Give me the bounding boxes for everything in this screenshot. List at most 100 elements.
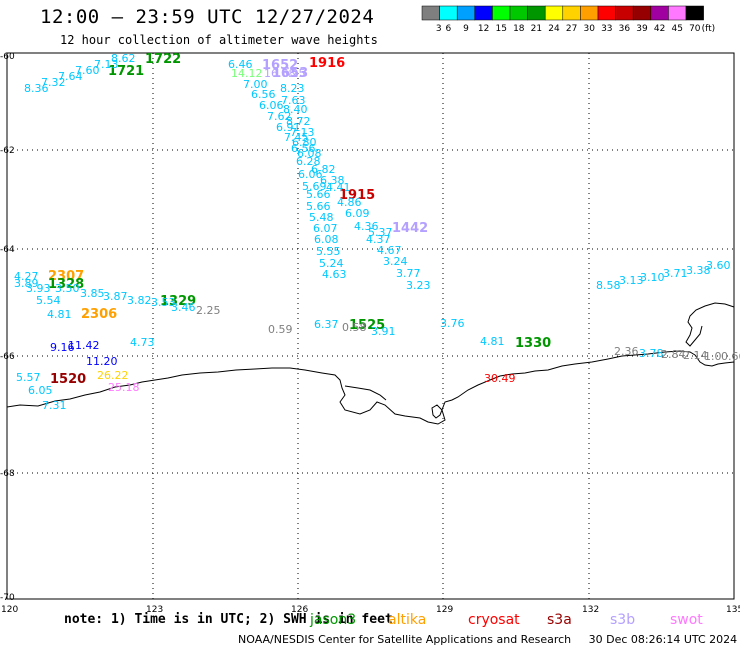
track-time-label: 1520 <box>50 372 86 387</box>
track-time-label: 1329 <box>160 294 196 309</box>
lat-tick-label: -64 <box>0 245 15 255</box>
wave-height-label: 3.60 <box>706 259 731 272</box>
colorbar-label: 30 <box>583 24 595 34</box>
wave-height-label: 4.73 <box>130 336 155 349</box>
lat-tick-label: -62 <box>0 146 15 156</box>
wave-height-label: 3.24 <box>383 255 408 268</box>
wave-height-label: 5.55 <box>316 245 341 258</box>
lat-tick-label: -68 <box>0 469 15 479</box>
wave-height-label: 8.58 <box>596 279 621 292</box>
credit-timestamp: 30 Dec 08:26:14 UTC 2024 <box>588 633 738 646</box>
wave-height-label: 3.87 <box>103 290 128 303</box>
lon-tick-label: 135 <box>726 605 740 615</box>
colorbar-swatch-24 <box>544 5 564 21</box>
wave-height-label: 2.14 <box>683 349 708 362</box>
longitude-labels: 120 123 126 129 132 135 <box>1 605 740 615</box>
wave-height-label: 8.36 <box>24 82 49 95</box>
wave-height-label: 3.76 <box>440 317 465 330</box>
lat-tick-label: -66 <box>0 352 15 362</box>
wave-height-label: 6.08 <box>297 147 322 160</box>
wave-height-label: 7.31 <box>42 399 67 412</box>
wave-height-label: 3.38 <box>686 264 711 277</box>
colorbar-swatch-45 <box>668 5 687 21</box>
wave-height-label: 8.72 <box>286 115 311 128</box>
wave-height-label: 4.86 <box>337 196 362 209</box>
wave-height-label: 8.23 <box>280 82 305 95</box>
wave-height-label: 7.64 <box>58 70 83 83</box>
wave-height-label: 3.93 <box>26 282 51 295</box>
wave-height-label: 3.91 <box>371 325 396 338</box>
wave-height-label: 6.82 <box>311 163 336 176</box>
map-title: 12:00 – 23:59 UTC 12/27/2024 <box>40 6 375 28</box>
colorbar-label: 9 <box>463 24 469 34</box>
lat-lon-grid <box>7 53 734 599</box>
wave-height-label: 7.32 <box>41 76 66 89</box>
wave-height-label: 5.69 <box>302 180 327 193</box>
wave-height-label: 16.68 <box>264 67 296 80</box>
wave-height-label: 5.37 <box>368 226 393 239</box>
satellite-legend-cryosat: cryosat <box>468 612 520 628</box>
colorbar-swatch-3 <box>421 5 440 21</box>
colorbar-swatch-39 <box>632 5 652 21</box>
track-time-label: 1525 <box>349 318 385 333</box>
wave-height-label: 3.82 <box>127 294 152 307</box>
colorbar-swatch-12 <box>474 5 493 21</box>
wave-height-label: 6.28 <box>296 155 321 168</box>
wave-height-label: 6.46 <box>228 58 253 71</box>
colorbar-label: 12 <box>478 24 489 34</box>
satellite-legend-altika: altika <box>388 612 427 628</box>
wave-height-label: 5.57 <box>16 371 41 384</box>
wave-height-label: 3.85 <box>80 287 105 300</box>
antarctic-coastline-east <box>685 302 735 347</box>
satellite-legend-s3b: s3b <box>610 612 636 628</box>
wave-height-label: 3.71 <box>663 267 688 280</box>
wave-height-label: 0.59 <box>268 323 293 336</box>
wave-height-label: 9.16 <box>50 341 75 354</box>
colorbar-label: 3 <box>436 24 442 34</box>
wave-height-label: 6.06 <box>259 99 284 112</box>
wave-height-label: 16.25 <box>274 67 306 80</box>
lon-tick-label: 120 <box>1 605 18 615</box>
wave-height-label: 5.24 <box>319 257 344 270</box>
wave-height-label: 7.13 <box>290 126 315 139</box>
wave-height-label: 6.56 <box>251 88 276 101</box>
wave-height-label: 1.0 <box>704 350 722 363</box>
wave-height-label: 3.89 <box>14 277 39 290</box>
wave-height-label: 2.36 <box>614 345 639 358</box>
wave-height-label: 6.38 <box>320 174 345 187</box>
colorbar-label: 33 <box>601 24 612 34</box>
track-time-label: 1653 <box>272 66 308 81</box>
wave-height-label: 2.84 <box>661 348 686 361</box>
wave-height-label: 6.06 <box>298 168 323 181</box>
wave-height-label: 11.42 <box>68 339 100 352</box>
wave-height-label: 6.07 <box>313 222 338 235</box>
shelf-edge <box>344 385 387 401</box>
wave-height-label: 8.40 <box>283 103 308 116</box>
track-time-label: 1652 <box>262 58 298 73</box>
track-time-label: 1330 <box>515 336 551 351</box>
colorbar-label: 45 <box>671 24 682 34</box>
wave-height-label: 3.23 <box>406 279 431 292</box>
wave-height-label: 6.56 <box>291 142 316 155</box>
wave-height-label: 5.54 <box>36 294 61 307</box>
lon-tick-label: 123 <box>146 605 163 615</box>
wave-height-label: 5.66 <box>306 200 331 213</box>
colorbar-swatch-30 <box>580 5 599 21</box>
wave-height-label: 3.50 <box>55 282 80 295</box>
colorbar-label: 15 <box>495 24 506 34</box>
antarctic-coastline <box>6 350 735 425</box>
lon-tick-label: 132 <box>582 605 599 615</box>
satellite-legend-swot: swot <box>670 612 703 628</box>
wave-height-label: 2.25 <box>196 304 221 317</box>
colorbar-legend: 3 6 9 12 15 18 21 24 27 30 33 36 39 42 45 70 (ft) <box>421 5 715 34</box>
track-time-label: 1915 <box>339 188 375 203</box>
credit-agency: NOAA/NESDIS Center for Satellite Applica… <box>238 633 572 646</box>
wave-height-label: 7.62 <box>267 110 292 123</box>
satellite-legend-jason3: jason3 <box>310 612 357 628</box>
wave-height-label: 5.66 <box>306 188 331 201</box>
track-time-label: 1722 <box>145 52 181 67</box>
wave-height-label: 6.05 <box>28 384 53 397</box>
wave-height-label: 7.00 <box>243 78 268 91</box>
wave-height-label: 6.80 <box>292 136 317 149</box>
